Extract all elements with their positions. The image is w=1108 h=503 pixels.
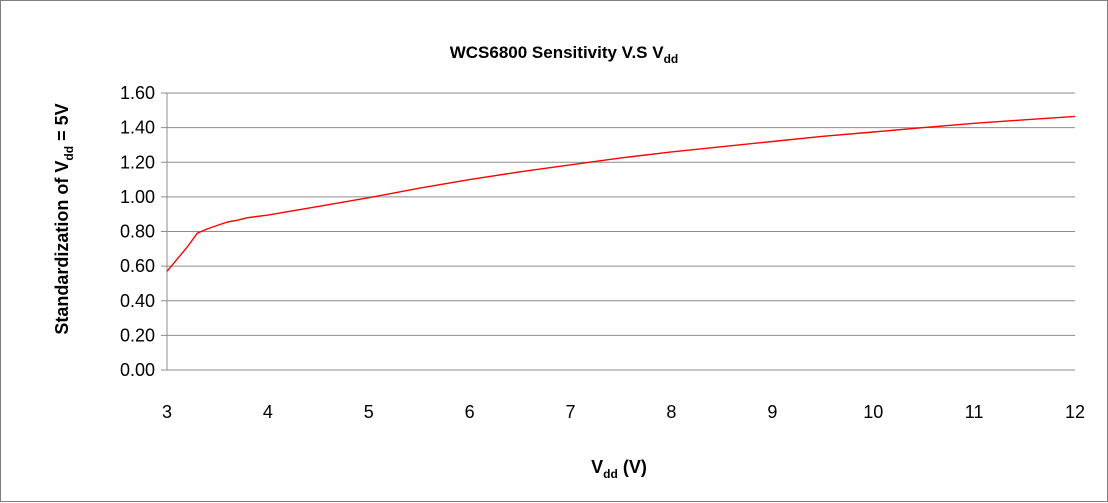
y-axis-title-main: Standardization of V xyxy=(52,161,72,335)
chart-title: WCS6800 Sensitivity V.S Vdd xyxy=(450,43,679,66)
y-axis-title: Standardization of Vdd = 5V xyxy=(52,103,76,334)
x-tick-label: 12 xyxy=(1065,402,1085,422)
x-axis-title-subscript: dd xyxy=(603,467,618,481)
y-axis-title-suffix: = 5V xyxy=(52,103,72,146)
x-tick-label: 7 xyxy=(566,402,576,422)
grid-layer xyxy=(167,92,1075,336)
x-tick-label: 11 xyxy=(965,402,984,422)
tick-label-layer: 0.00 0.20 0.40 0.60 0.80 1.00 1.20 1.40 1.60 3 4 5 6… xyxy=(120,83,1085,422)
y-tick-label: 0.20 xyxy=(120,325,155,345)
y-axis-title-subscript: dd xyxy=(62,146,76,161)
y-tick-label: 0.60 xyxy=(120,256,155,276)
x-tick-label: 5 xyxy=(364,402,374,422)
x-tick-label: 6 xyxy=(465,402,475,422)
x-tick-label: 4 xyxy=(263,402,273,422)
y-tick-label: 1.40 xyxy=(120,118,155,138)
y-tick-label: 0.00 xyxy=(120,360,155,380)
axis-layer xyxy=(161,92,1075,371)
chart-title-main: WCS6800 Sensitivity V.S V xyxy=(450,43,665,62)
x-tick-label: 9 xyxy=(767,402,777,422)
y-tick-label: 1.00 xyxy=(120,187,155,207)
x-tick-label: 3 xyxy=(162,402,172,422)
y-tick-label: 0.40 xyxy=(120,291,155,311)
chart-title-subscript: dd xyxy=(664,52,679,66)
series-layer xyxy=(166,115,1076,272)
x-axis-title-main: V xyxy=(591,457,603,477)
series-line xyxy=(166,115,1076,272)
y-tick-label: 0.80 xyxy=(120,222,155,242)
x-tick-label: 8 xyxy=(666,402,676,422)
y-tick-label: 1.20 xyxy=(120,152,155,172)
x-tick-label: 10 xyxy=(863,402,883,422)
x-axis-title-suffix: (V) xyxy=(618,457,647,477)
x-axis-title: Vdd (V) xyxy=(591,457,647,481)
y-tick-label: 1.60 xyxy=(120,83,155,103)
